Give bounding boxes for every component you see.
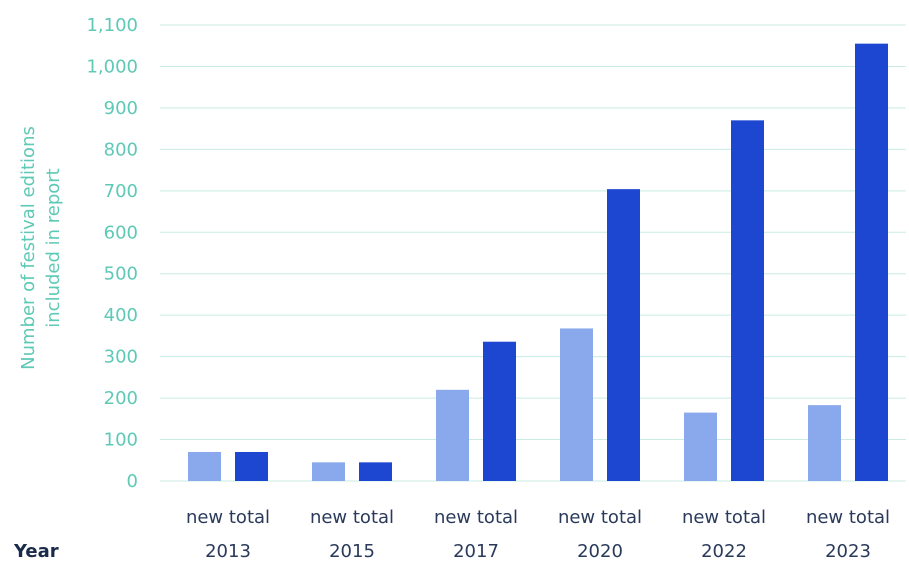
bars (188, 43, 888, 482)
y-tick-label-1100: 1,100 (86, 15, 138, 36)
y-tick-labels: 0 100 200 300 400 500 600 700 800 900 1,000 1,100 (86, 15, 138, 492)
x-bar-labels-2013: new total (186, 507, 270, 528)
bar-label-new-2022: new (682, 507, 719, 528)
y-axis-title-line-1: Number of festival editions (18, 126, 39, 370)
bar-label-new-2020: new (558, 507, 595, 528)
x-bar-labels-2017: new total (434, 507, 518, 528)
y-tick-label-300: 300 (104, 347, 138, 368)
x-category-labels: new total 2013 new total 2015 new total 2017 n… (186, 507, 890, 562)
bar-new-2020 (560, 328, 593, 481)
x-category-label-2023: 2023 (825, 541, 871, 562)
x-bar-labels-2015: new total (310, 507, 394, 528)
bar-label-new-2023: new (806, 507, 843, 528)
x-axis-title: Year (13, 541, 59, 562)
y-tick-label-1000: 1,000 (86, 56, 138, 77)
y-tick-label-600: 600 (104, 222, 138, 243)
y-tick-label-0: 0 (127, 471, 138, 492)
bar-new-2017 (436, 389, 469, 481)
y-tick-label-500: 500 (104, 264, 138, 285)
x-bar-labels-2023: new total (806, 507, 890, 528)
bar-new-2015 (312, 462, 345, 481)
bar-total-2023 (855, 43, 888, 482)
bar-total-2013 (235, 451, 268, 481)
bar-label-new-2017: new (434, 507, 471, 528)
bar-label-total-2023: total (843, 507, 890, 528)
bar-total-2020 (607, 189, 640, 481)
x-category-label-2013: 2013 (205, 541, 251, 562)
x-category-label-2022: 2022 (701, 541, 747, 562)
y-tick-label-800: 800 (104, 139, 138, 160)
y-axis-title-line-2: included in report (43, 168, 64, 327)
bar-new-2022 (684, 412, 717, 481)
bar-total-2022 (731, 120, 764, 481)
bar-total-2017 (483, 341, 516, 481)
gridlines (160, 24, 906, 482)
y-tick-label-900: 900 (104, 98, 138, 119)
bar-label-total-2015: total (347, 507, 394, 528)
x-category-label-2020: 2020 (577, 541, 623, 562)
bar-label-total-2013: total (223, 507, 270, 528)
y-tick-label-100: 100 (104, 430, 138, 451)
x-category-label-2015: 2015 (329, 541, 375, 562)
bar-label-total-2020: total (595, 507, 642, 528)
bar-label-new-2015: new (310, 507, 347, 528)
x-bar-labels-2020: new total (558, 507, 642, 528)
bar-new-2023 (808, 405, 841, 481)
bar-label-total-2022: total (719, 507, 766, 528)
y-tick-label-700: 700 (104, 181, 138, 202)
bar-label-new-2013: new (186, 507, 223, 528)
bar-total-2015 (359, 462, 392, 481)
y-tick-label-400: 400 (104, 305, 138, 326)
y-tick-label-200: 200 (104, 388, 138, 409)
bar-new-2013 (188, 451, 221, 481)
x-bar-labels-2022: new total (682, 507, 766, 528)
bar-label-total-2017: total (471, 507, 518, 528)
x-category-label-2017: 2017 (453, 541, 499, 562)
